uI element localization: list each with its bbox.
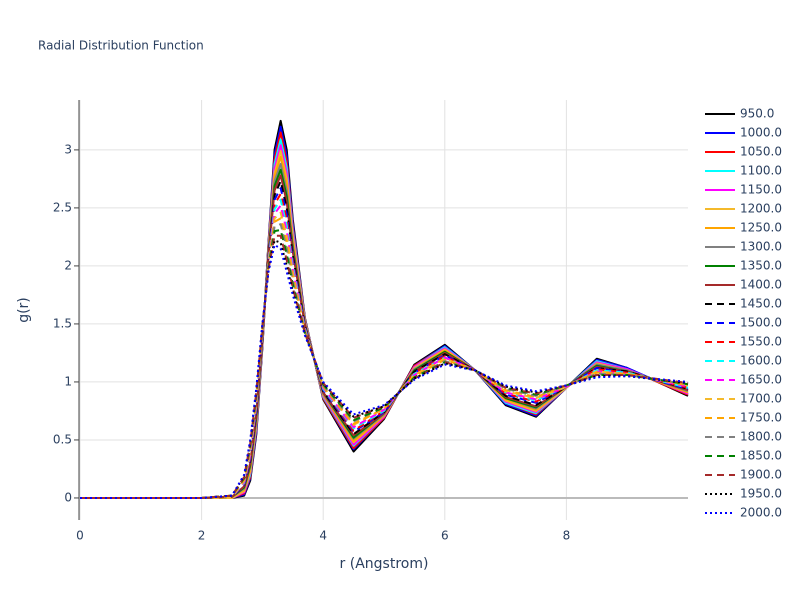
legend-label: 1150.0 <box>740 183 782 197</box>
legend-label: 1000.0 <box>740 126 782 140</box>
y-tick-label: 0 <box>64 490 72 504</box>
x-tick-label: 2 <box>198 529 206 543</box>
y-tick-label: 0.5 <box>53 432 72 446</box>
legend-label: 1900.0 <box>740 468 782 482</box>
y-tick-label: 2.5 <box>53 200 72 214</box>
legend-label: 1400.0 <box>740 278 782 292</box>
y-tick-label: 1.5 <box>53 316 72 330</box>
x-tick-label: 0 <box>76 529 84 543</box>
legend-label: 1550.0 <box>740 335 782 349</box>
x-tick-label: 8 <box>563 529 571 543</box>
legend-label: 1650.0 <box>740 373 782 387</box>
y-tick-label: 2 <box>64 258 72 272</box>
legend-label: 1750.0 <box>740 411 782 425</box>
x-axis-title: r (Angstrom) <box>340 556 429 572</box>
plot-area <box>80 119 689 499</box>
legend-label: 2000.0 <box>740 506 782 520</box>
series-line <box>80 234 689 499</box>
legend-label: 1450.0 <box>740 297 782 311</box>
legend-label: 1950.0 <box>740 487 782 501</box>
legend-label: 1700.0 <box>740 392 782 406</box>
legend-label: 950.0 <box>740 107 774 121</box>
series-line <box>80 244 689 499</box>
legend-label: 1200.0 <box>740 202 782 216</box>
legend-label: 1600.0 <box>740 354 782 368</box>
legend-label: 1850.0 <box>740 449 782 463</box>
y-tick-label: 3 <box>64 142 72 156</box>
y-tick-label: 1 <box>64 374 72 388</box>
x-tick-label: 6 <box>441 529 449 543</box>
series-line <box>80 174 689 499</box>
legend-label: 1100.0 <box>740 164 782 178</box>
legend-label: 1300.0 <box>740 240 782 254</box>
chart-title: Radial Distribution Function <box>38 39 204 53</box>
legend-label: 1050.0 <box>740 145 782 159</box>
x-tick-label: 4 <box>319 529 327 543</box>
legend-label: 1800.0 <box>740 430 782 444</box>
legend-label: 1250.0 <box>740 221 782 235</box>
legend-label: 1500.0 <box>740 316 782 330</box>
legend-label: 1350.0 <box>740 259 782 273</box>
series-line <box>80 239 689 499</box>
y-axis-title: g(r) <box>16 297 32 323</box>
legend: 950.0 1000.0 1050.0 1100.0 1150.0 1200.0 1250.… <box>705 107 782 520</box>
